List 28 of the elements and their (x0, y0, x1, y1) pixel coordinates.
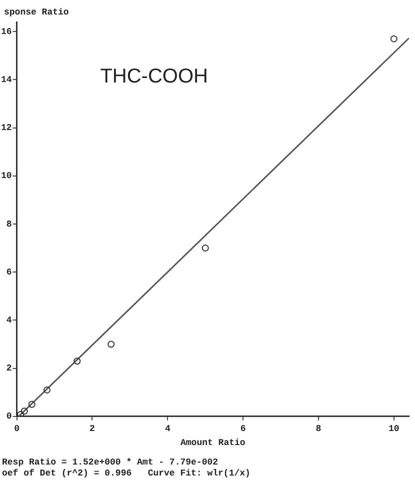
text: THC-COOH (100, 66, 208, 88)
point (20, 408, 28, 415)
point (28, 400, 36, 408)
y-tick-label: 6 (6, 267, 12, 278)
y-tick-label: 0 (6, 412, 12, 422)
y-axis-title: sponse Ratio (4, 7, 69, 18)
y-tick-label: 14 (0, 74, 12, 85)
point (202, 244, 209, 252)
x-tick-label: 2 (90, 424, 95, 434)
point (390, 35, 398, 42)
y-tick-label: 8 (6, 219, 12, 230)
y-tick-label: 10 (0, 171, 12, 182)
point (74, 358, 81, 365)
point (108, 340, 115, 348)
y-tick-label: 12 (0, 123, 12, 134)
x-tick-label: 4 (164, 424, 171, 434)
x-tick-label: 6 (240, 424, 246, 434)
text: oef of Det (r^2) = 0.996 Curve Fit: wlr(1/x) (2, 468, 250, 478)
point (17, 410, 24, 416)
y-tick-label: 4 (6, 315, 12, 326)
x-axis-title: Amount Ratio (180, 438, 246, 448)
x-tick-label: 8 (316, 424, 322, 434)
point (43, 386, 50, 394)
text: Resp Ratio = 1.52e+000 * Amt - 7.79e-002 (2, 457, 218, 468)
y-tick-label: 16 (0, 26, 12, 37)
y-tick-label: 2 (6, 364, 12, 374)
x-tick-label: 10 (388, 424, 400, 434)
x-tick-label: 0 (14, 424, 20, 434)
